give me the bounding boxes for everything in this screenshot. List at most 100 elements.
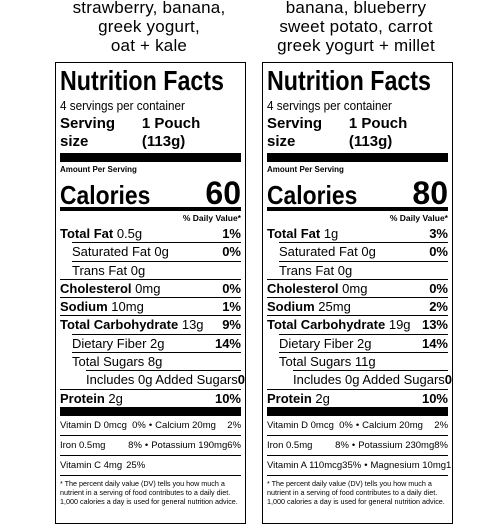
nutrient-name: Cholesterol — [60, 280, 132, 296]
nutrient: Total Sugars 11g — [279, 353, 376, 370]
nutrient-dv: 2% — [429, 299, 448, 315]
nutrient-row: Total Carbohydrate 13g 9% — [60, 315, 241, 333]
nutrient-name: Trans Fat — [279, 262, 335, 278]
separator: • — [351, 439, 356, 451]
nutrient-amount: 2g — [150, 335, 165, 351]
nutrient-name: Sodium — [60, 299, 108, 315]
vitamin-dv: 8% — [434, 439, 448, 451]
product-name: strawberry, banana, greek yogurt, oat + ka… — [39, 0, 259, 55]
nutrient-amount: 1g — [323, 226, 339, 241]
serving-size-label: Serving size — [60, 115, 116, 150]
vitamin-name: Vitamin C 4mg — [60, 459, 123, 471]
vitamin: Vitamin A 110mcg 35% — [267, 456, 361, 475]
nutrient-row: Dietary Fiber 2g 14% — [72, 333, 241, 352]
nutrient-row: Total Carbohydrate 19g 13% — [267, 315, 448, 333]
title: Nutrition Facts — [60, 65, 224, 96]
nutrient: Sodium 25mg — [267, 298, 351, 315]
vitamin-name: Calcium 20mg — [155, 419, 216, 431]
calories-value: 60 — [205, 175, 241, 211]
nutrient: Total Fat 0.5g — [60, 225, 142, 242]
footnote-line: * The percent daily value (DV) tells you… — [60, 478, 225, 488]
nutrient-amount: 2g — [108, 390, 123, 406]
vitamin: Vitamin D 0mcg 0% — [60, 416, 146, 435]
nutrient-row: Sodium 10mg 1% — [60, 297, 241, 315]
servings: 4 servings per container — [60, 98, 185, 113]
footnote-line: nutrient in a serving of food contribute… — [60, 487, 231, 497]
vitamin-dv: 15% — [446, 459, 452, 471]
nutrient: Dietary Fiber 2g — [279, 335, 372, 352]
nutrient-row: Cholesterol 0mg 0% — [60, 278, 241, 297]
nutrient-dv: 14% — [421, 335, 448, 351]
footnote: * The percent daily value (DV) tells you… — [267, 474, 448, 506]
vitamin-row: Vitamin C 4mg 25% — [60, 454, 241, 475]
nutrition-panel: Nutrition Facts 4 servings per container S… — [55, 62, 246, 524]
serving-size: Serving size 1 Pouch (113g) — [60, 115, 241, 151]
nutrient: Cholesterol 0mg — [60, 280, 160, 297]
title-wrap: Nutrition Facts — [60, 63, 241, 97]
vitamin-name: Vitamin D 0mcg — [267, 419, 334, 431]
nutrient-row: Total Fat 1g 3% — [267, 225, 448, 242]
nutrient-name: Total Sugars — [72, 354, 145, 370]
name-line: oat + kale — [110, 36, 188, 55]
thick-bar — [60, 406, 241, 416]
vitamin-name: Iron 0.5mg — [60, 439, 106, 451]
nutrient-name: Total Fat — [60, 226, 114, 241]
serving-size: Serving size 1 Pouch (113g) — [267, 115, 448, 151]
nutrient-amount: 25mg — [318, 299, 351, 315]
vitamin-name: Vitamin A 110mcg — [267, 459, 343, 471]
nutrient: Saturated Fat 0g — [72, 243, 169, 260]
vitamin-name: Vitamin D 0mcg — [60, 419, 127, 431]
medium-bar — [60, 207, 241, 211]
nutrient: Cholesterol 0mg — [267, 280, 367, 297]
nutrient-amount: 2g — [315, 390, 330, 406]
separator: • — [148, 419, 153, 431]
vitamin-dv: 0% — [339, 419, 353, 431]
footnote-line: 1,000 calories a day is used for general… — [60, 496, 238, 506]
calories-label: Calories — [60, 180, 151, 210]
serving-size-value: 1 Pouch (113g) — [141, 115, 201, 150]
calories-label: Calories — [267, 180, 358, 210]
nutrient-row: Total Fat 0.5g 1% — [60, 225, 241, 242]
nutrient: Total Carbohydrate 13g — [60, 316, 204, 333]
nutrient-row: Cholesterol 0mg 0% — [267, 278, 448, 297]
nutrient-row: Total Sugars 8g — [72, 352, 241, 370]
thick-bar — [60, 153, 241, 162]
vitamin-row: Vitamin D 0mcg 0% • Calcium 20mg 2% — [60, 416, 241, 435]
separator: • — [144, 439, 149, 451]
vitamin-name: Potassium 190mg — [151, 439, 228, 451]
medium-bar — [267, 207, 448, 211]
vitamin-dv: 25% — [126, 459, 146, 471]
nutrient-name: Saturated Fat — [72, 244, 151, 260]
nutrient-dv: 0% — [429, 244, 448, 260]
vitamin-dv: 6% — [227, 439, 241, 451]
nutrient-dv: 3% — [429, 226, 448, 241]
nutrient: Sodium 10mg — [60, 298, 144, 315]
nutrient: Saturated Fat 0g — [279, 243, 376, 260]
daily-value-header: % Daily Value* — [389, 213, 448, 223]
nutrient-name: Cholesterol — [267, 280, 339, 296]
nutrient-dv: 0% — [237, 372, 246, 388]
vitamin-name: Magnesium 10mg — [370, 459, 447, 471]
nutrient-dv: 14% — [214, 335, 241, 351]
name-line: greek yogurt, — [98, 17, 200, 36]
nutrient-row: Sodium 25mg 2% — [267, 297, 448, 315]
nutrition-panel: Nutrition Facts 4 servings per container S… — [262, 62, 453, 524]
name-line: sweet potato, carrot — [279, 17, 433, 36]
nutrient-dv: 1% — [222, 299, 241, 315]
nutrient-amount: 19g — [388, 317, 411, 333]
name-line: greek yogurt + millet — [277, 36, 435, 55]
nutrient-name: Trans Fat — [72, 262, 128, 278]
nutrient-name: Includes 0g Added Sugars — [86, 372, 238, 388]
thick-bar — [267, 153, 448, 162]
nutrient-amount: 0g — [154, 244, 169, 260]
footnote-line: nutrient in a serving of food contribute… — [267, 487, 438, 497]
nutrient-dv: 13% — [421, 317, 448, 333]
vitamin: Iron 0.5mg 8% — [267, 436, 349, 455]
nutrient-dv: 1% — [222, 226, 241, 241]
vitamin-row: Iron 0.5mg 8% • Potassium 230mg 8% — [267, 434, 448, 455]
nutrient-amount: 0mg — [135, 280, 161, 296]
nutrient-name: Dietary Fiber — [279, 335, 354, 351]
